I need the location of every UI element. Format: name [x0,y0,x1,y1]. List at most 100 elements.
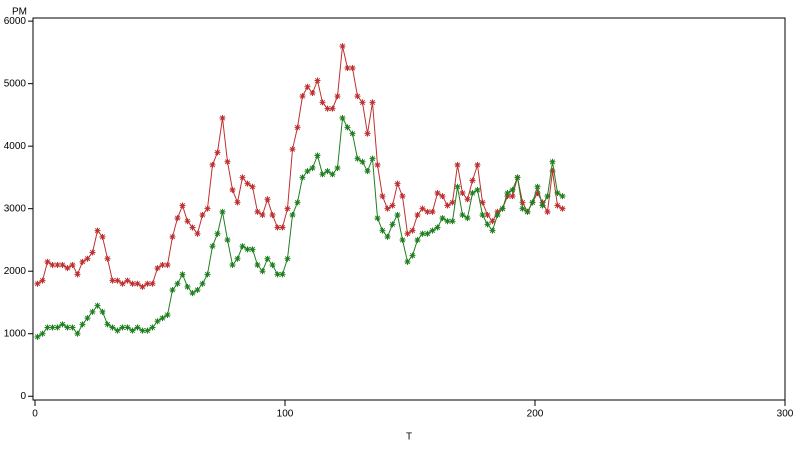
star-marker [529,199,536,206]
star-marker [314,152,321,159]
y-tick-label: 6000 [4,16,27,27]
star-marker [424,230,431,237]
star-marker [304,83,311,90]
star-marker [34,333,41,340]
star-marker [249,246,256,253]
star-marker [534,190,541,197]
star-marker [39,330,46,337]
star-marker [179,202,186,209]
star-marker [334,93,341,100]
star-marker [64,324,71,331]
star-marker [214,149,221,156]
star-marker [419,230,426,237]
star-marker [114,327,121,334]
star-marker [404,258,411,265]
star-marker [194,230,201,237]
y-tick-label: 0 [20,391,26,402]
y-tick-label: 1000 [4,328,27,339]
star-marker [419,205,426,212]
star-marker [79,258,86,265]
star-marker [69,324,76,331]
star-marker [414,211,421,218]
star-marker [364,130,371,137]
series-line [37,116,563,338]
star-marker [519,199,526,206]
star-marker [459,211,466,218]
star-marker [244,180,251,187]
star-marker [159,315,166,322]
star-marker [464,215,471,222]
star-marker [439,215,446,222]
star-marker [149,280,156,287]
plot-frame [32,17,786,401]
star-marker [139,283,146,290]
star-marker [404,230,411,237]
star-marker [304,168,311,175]
star-marker [224,158,231,165]
star-marker [199,211,206,218]
star-marker [439,193,446,200]
star-marker [189,224,196,231]
star-marker [449,218,456,225]
star-marker [354,155,361,162]
star-marker [314,77,321,84]
star-marker [329,105,336,112]
star-marker [269,261,276,268]
star-marker [179,271,186,278]
star-marker [34,280,41,287]
star-marker [104,321,111,328]
star-marker [59,321,66,328]
star-marker [444,218,451,225]
x-tick-label: 200 [527,409,544,420]
star-marker [409,227,416,234]
star-marker [399,193,406,200]
star-marker [114,277,121,284]
star-marker [109,324,116,331]
star-marker [504,193,511,200]
star-marker [124,277,131,284]
star-marker [289,211,296,218]
star-marker [64,265,71,272]
star-marker [289,146,296,153]
star-marker [514,174,521,181]
star-marker [84,255,91,262]
star-marker [49,261,56,268]
star-marker [484,221,491,228]
star-marker [149,324,156,331]
star-marker [339,43,346,50]
star-marker [379,227,386,234]
star-marker [239,243,246,250]
star-marker [544,208,551,215]
star-marker [499,205,506,212]
star-marker [469,177,476,184]
star-marker [74,271,81,278]
star-marker [429,227,436,234]
star-marker [414,236,421,243]
star-marker [384,233,391,240]
star-marker [299,174,306,181]
star-marker [534,183,541,190]
star-marker [479,199,486,206]
series-line [37,45,563,288]
star-marker [469,190,476,197]
star-marker [99,233,106,240]
star-marker [324,168,331,175]
star-marker [174,215,181,222]
star-marker [454,183,461,190]
star-marker [134,324,141,331]
star-marker [349,65,356,72]
star-marker [234,255,241,262]
star-marker [504,190,511,197]
star-marker [224,236,231,243]
star-marker [319,171,326,178]
star-marker [39,277,46,284]
y-tick-label: 5000 [4,78,27,89]
star-marker [434,224,441,231]
star-marker [374,215,381,222]
star-marker [219,115,226,122]
star-marker [79,321,86,328]
star-marker [94,302,101,309]
star-marker [229,261,236,268]
